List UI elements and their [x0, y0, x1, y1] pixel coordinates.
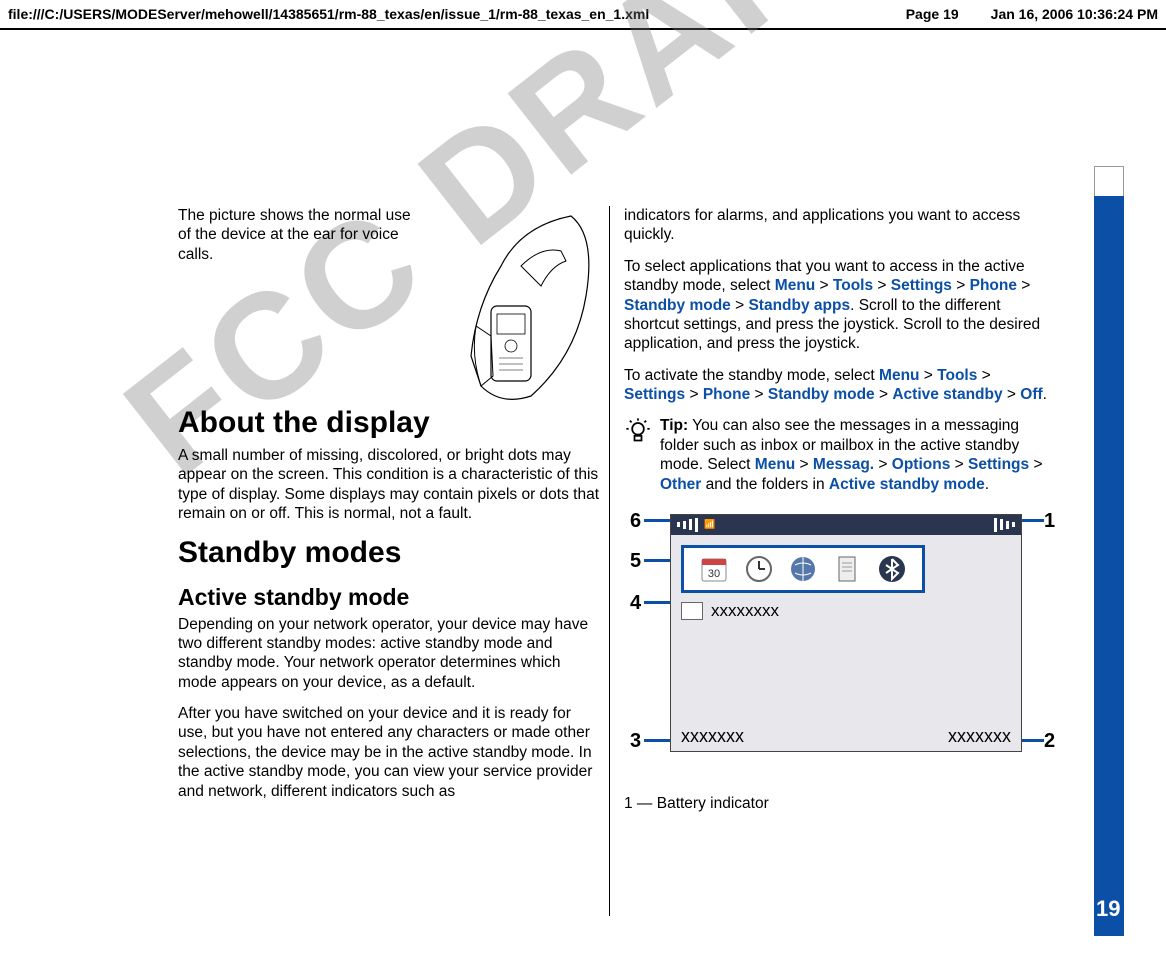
menu-path-item: Menu [755, 456, 795, 473]
callout-1: 1 [1044, 510, 1055, 533]
menu-path-item: Phone [970, 277, 1017, 294]
signal-indicator: 📶 [677, 518, 715, 532]
select-apps-paragraph: To select applications that you want to … [624, 257, 1052, 354]
separator: > [873, 277, 891, 294]
tip-label: Tip: [660, 417, 688, 434]
period: . [1043, 386, 1047, 403]
phone-screen: 📶 30 [670, 514, 1022, 752]
active-standby-p1: Depending on your network operator, your… [178, 615, 601, 693]
battery-indicator [994, 518, 1015, 532]
tab-body: Your device 19 [1094, 196, 1124, 936]
separator: > [731, 297, 749, 314]
tip-block: Tip: You can also see the messages in a … [624, 416, 1052, 494]
separator: > [795, 456, 813, 473]
separator: > [1003, 386, 1021, 403]
tip-text: Tip: You can also see the messages in a … [660, 416, 1052, 494]
phone-illustration [421, 206, 601, 406]
menu-path-item: Other [660, 476, 701, 493]
menu-path-item: Menu [775, 277, 815, 294]
callout-line [644, 559, 670, 562]
menu-path-item: Settings [891, 277, 952, 294]
file-path: file:///C:/USERS/MODEServer/mehowell/143… [8, 6, 649, 22]
separator: > [920, 367, 938, 384]
softkey-bar: xxxxxxx xxxxxxx [671, 723, 1021, 751]
heading-about-display: About the display [178, 406, 601, 440]
activate-pre: To activate the standby mode, select [624, 367, 879, 384]
menu-path-item: Tools [833, 277, 873, 294]
clock-icon [743, 553, 775, 585]
timestamp: Jan 16, 2006 10:36:24 PM [991, 6, 1158, 22]
page-body: FCC DRAFT The picture shows the normal u… [0, 36, 1166, 956]
menu-path-item: Options [892, 456, 951, 473]
menu-path-item: Messag. [813, 456, 874, 473]
callout-line [1022, 519, 1044, 522]
status-bar: 📶 [671, 515, 1021, 535]
callout-3: 3 [630, 730, 641, 753]
separator: > [1029, 456, 1042, 473]
left-column: The picture shows the normal use of the … [170, 206, 610, 916]
activate-paragraph: To activate the standby mode, select Men… [624, 366, 1052, 405]
separator: > [874, 456, 892, 473]
page-label: Page 19 [906, 6, 959, 22]
app-shortcut-row: 30 [681, 545, 925, 593]
continuation-text: indicators for alarms, and applications … [624, 206, 1052, 245]
separator: > [875, 386, 893, 403]
period: . [985, 476, 989, 493]
separator: > [952, 277, 970, 294]
about-display-text: A small number of missing, discolored, o… [178, 446, 601, 524]
tip-lightbulb-icon [624, 416, 652, 494]
content: The picture shows the normal use of the … [170, 206, 1060, 916]
globe-icon [787, 553, 819, 585]
menu-path-item: Settings [624, 386, 685, 403]
callout-4: 4 [630, 592, 641, 615]
heading-standby-modes: Standby modes [178, 536, 601, 570]
svg-text:30: 30 [708, 568, 720, 580]
menu-path-item: Active standby mode [829, 476, 985, 493]
menu-path-item: Standby mode [768, 386, 875, 403]
menu-path-item: Standby mode [624, 297, 731, 314]
callout-6: 6 [630, 510, 641, 533]
separator: > [950, 456, 968, 473]
heading-active-standby: Active standby mode [178, 584, 601, 611]
header-right: Page 19 Jan 16, 2006 10:36:24 PM [906, 6, 1158, 22]
callout-line [644, 601, 670, 604]
callout-line [644, 519, 670, 522]
menu-path-item: Settings [968, 456, 1029, 473]
menu-path-item: Off [1020, 386, 1042, 403]
message-text: xxxxxxxx [711, 601, 779, 621]
section-label: Your device [1120, 213, 1146, 336]
menu-path-item: Active standby [892, 386, 1002, 403]
envelope-icon [681, 602, 703, 620]
right-column: indicators for alarms, and applications … [610, 206, 1060, 916]
caption-1: 1 — Battery indicator [624, 794, 1052, 813]
message-row: xxxxxxxx [681, 601, 779, 621]
callout-line [644, 739, 670, 742]
separator: > [685, 386, 703, 403]
calendar-icon: 30 [698, 553, 730, 585]
tab-notch [1094, 166, 1124, 196]
separator: > [1017, 277, 1030, 294]
callout-2: 2 [1044, 730, 1055, 753]
left-softkey: xxxxxxx [681, 726, 744, 747]
notes-icon [831, 553, 863, 585]
callout-line [1022, 739, 1044, 742]
right-softkey: xxxxxxx [948, 726, 1011, 747]
separator: > [815, 277, 833, 294]
tip-body2: and the folders in [701, 476, 829, 493]
menu-path-item: Menu [879, 367, 919, 384]
separator: > [977, 367, 990, 384]
menu-path-item: Tools [937, 367, 977, 384]
callout-5: 5 [630, 550, 641, 573]
active-standby-p2: After you have switched on your device a… [178, 704, 601, 801]
document-header: file:///C:/USERS/MODEServer/mehowell/143… [0, 0, 1166, 30]
separator: > [750, 386, 768, 403]
menu-path-item: Standby apps [748, 297, 850, 314]
page-number: 19 [1096, 896, 1120, 922]
menu-path-item: Phone [703, 386, 750, 403]
standby-screen-figure: 📶 30 [624, 506, 1064, 776]
side-tab: Your device 19 [1094, 166, 1124, 936]
bluetooth-icon [876, 553, 908, 585]
